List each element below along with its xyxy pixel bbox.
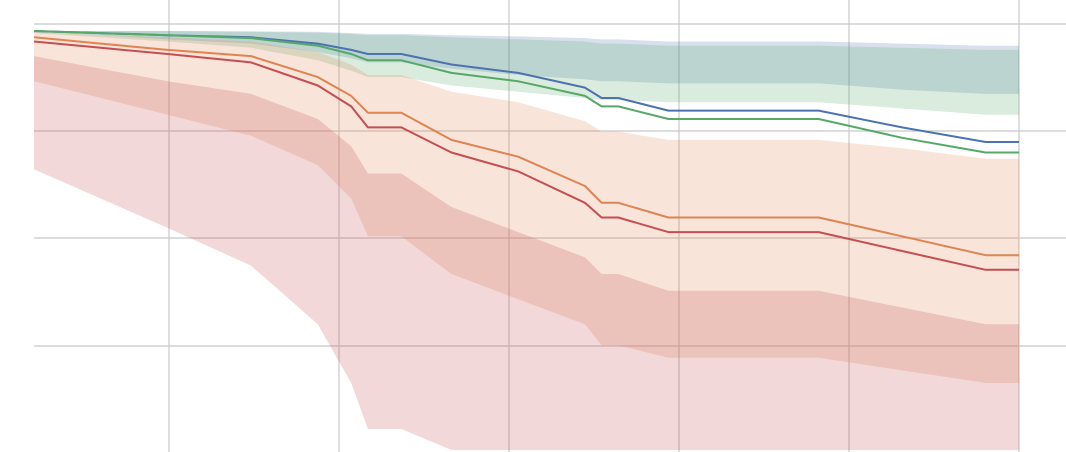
series-line-1	[33, 30, 1019, 154]
series-line-2	[33, 36, 1019, 257]
confidence-band-1	[34, 31, 1019, 115]
confidence-band-0	[34, 31, 1019, 94]
confidence-bands	[34, 31, 1019, 450]
confidence-band-2	[34, 31, 1019, 384]
series-line-3	[33, 40, 1019, 271]
series-lines	[33, 30, 1019, 271]
chart-grid	[34, 0, 1066, 452]
confidence-band-3	[34, 56, 1019, 450]
